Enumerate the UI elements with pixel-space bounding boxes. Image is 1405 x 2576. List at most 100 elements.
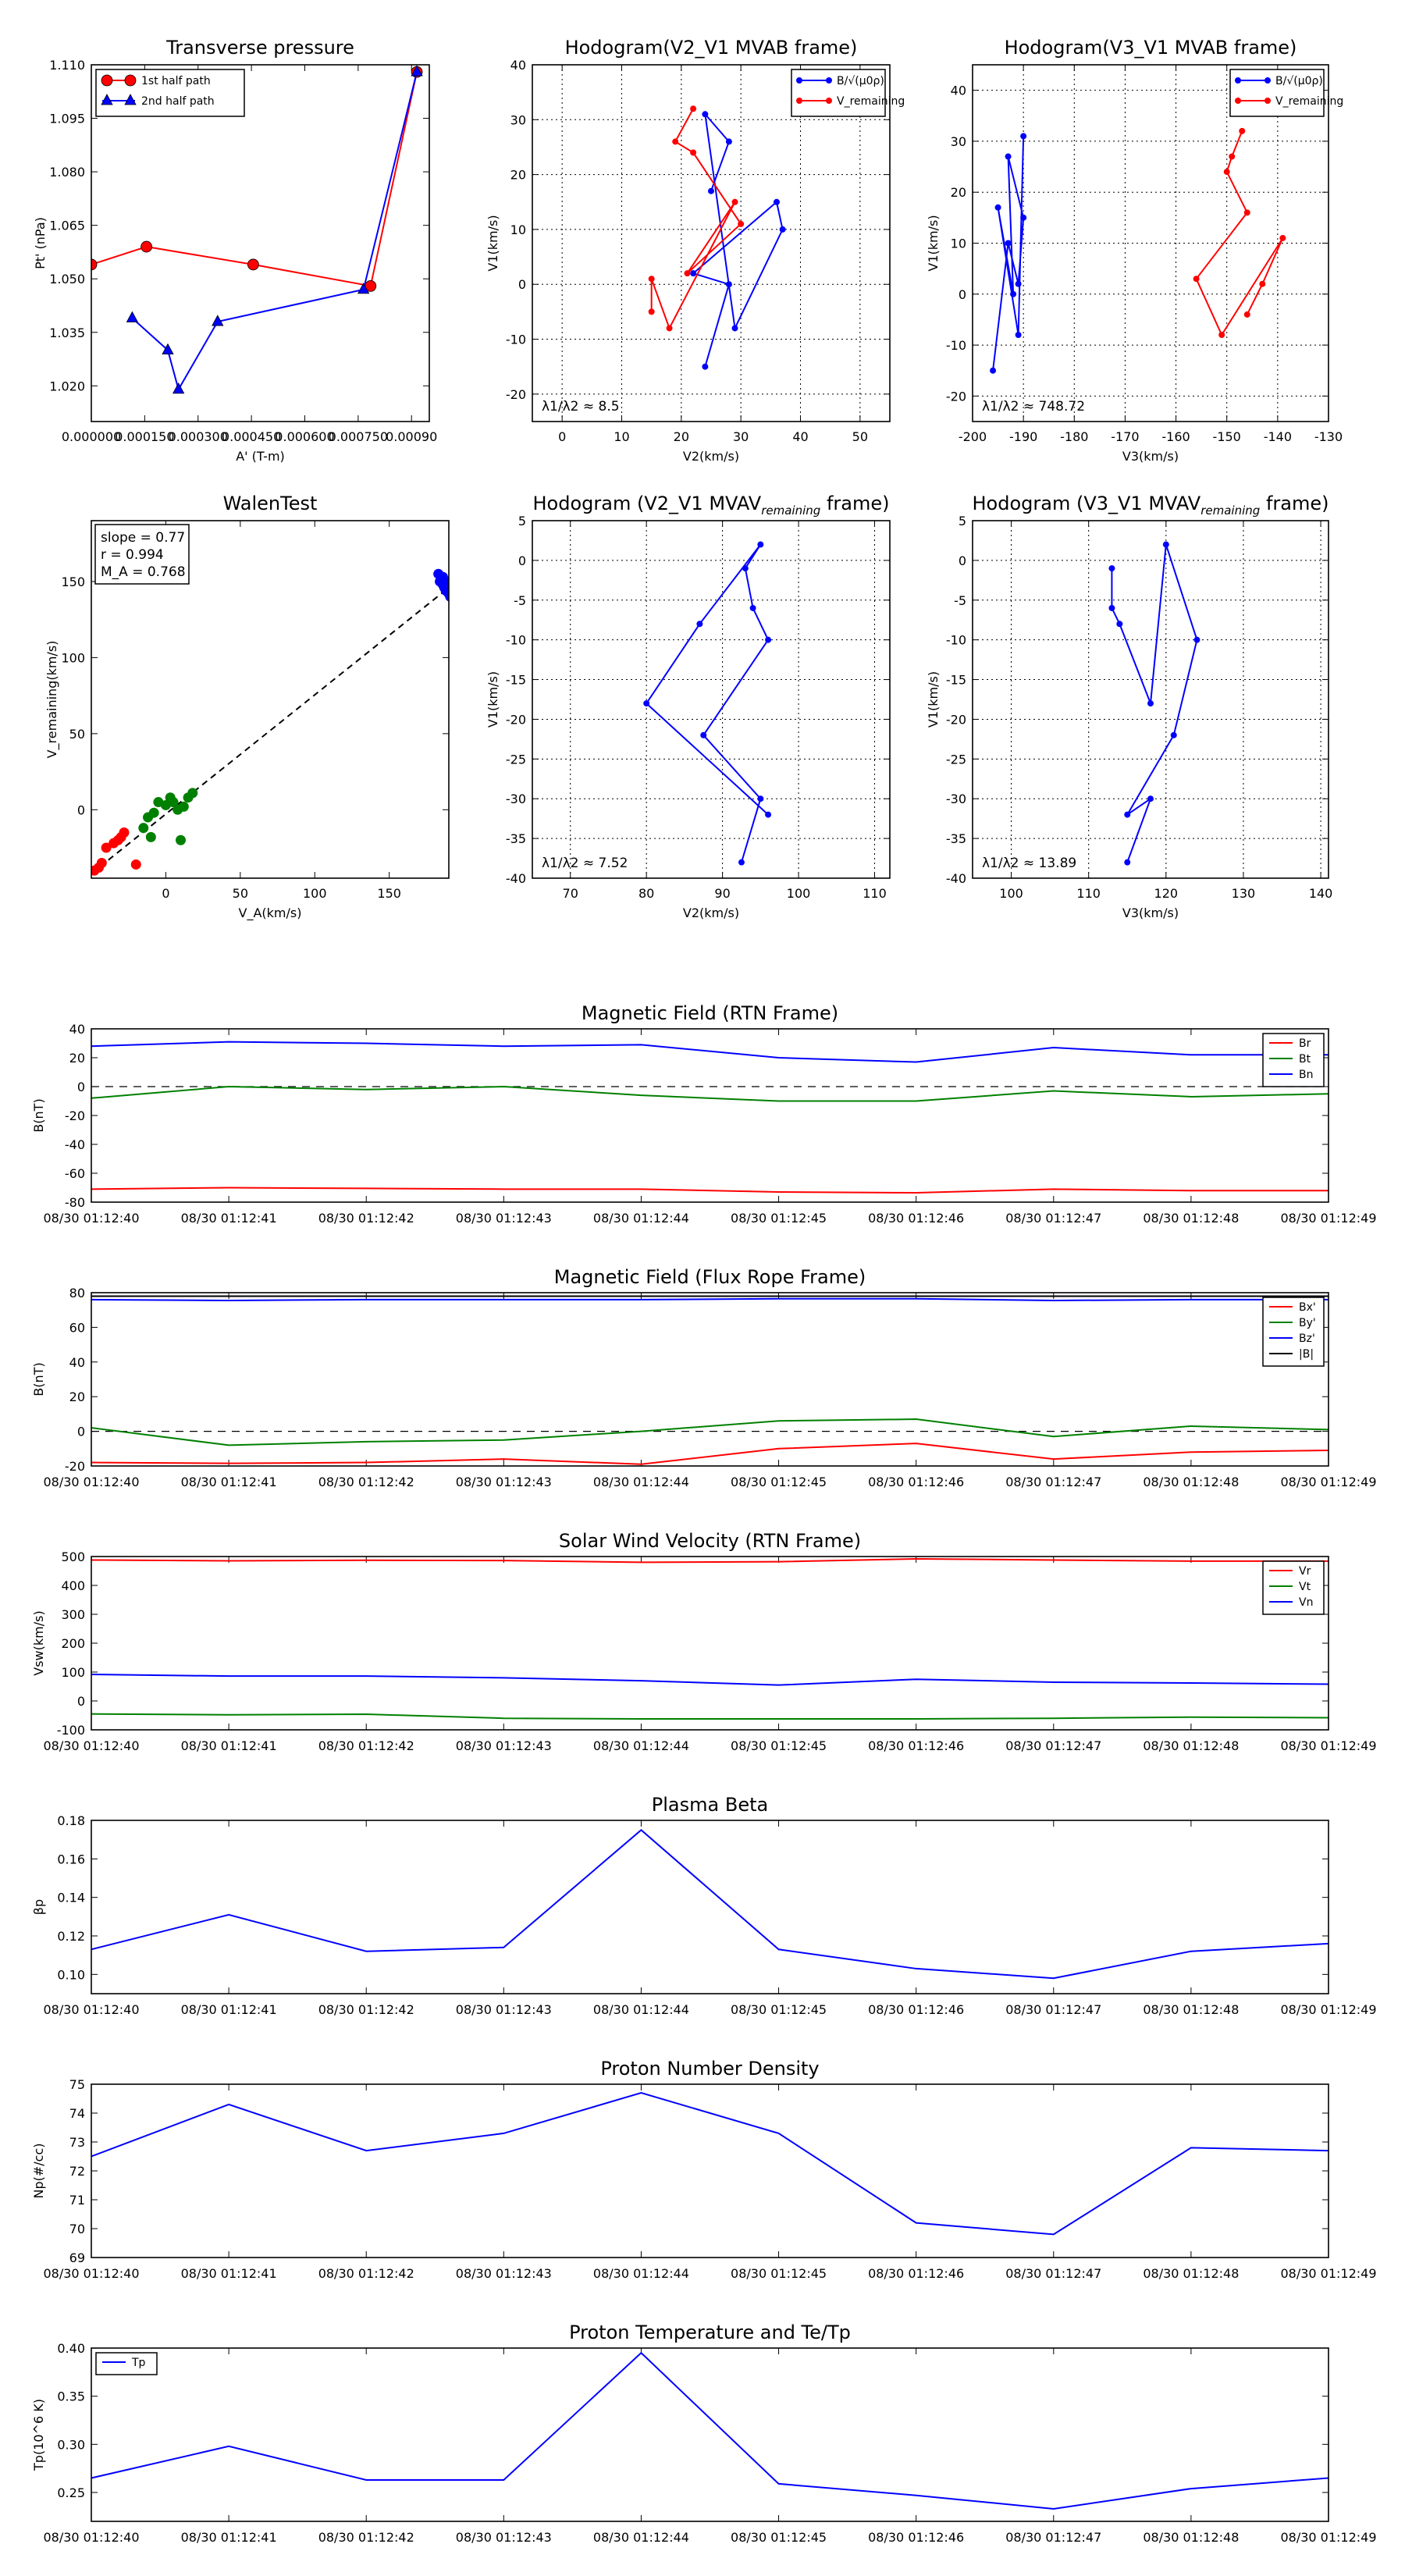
chart-title: Hodogram(V3_V1 MVAB frame) <box>1005 37 1297 59</box>
data-point <box>1108 565 1115 572</box>
data-layer <box>643 541 772 866</box>
y-tick-label: -20 <box>506 712 526 727</box>
y-tick-label: 1.035 <box>49 326 85 340</box>
plot-frame <box>91 1820 1329 1994</box>
eigenvalue-ratio-annotation: λ1/λ2 ≈ 748.72 <box>982 399 1085 415</box>
y-tick-label: -25 <box>506 752 526 767</box>
chart-title-main: Hodogram (V3_V1 MVAV <box>973 493 1201 514</box>
time-tick-label: 08/30 01:12:46 <box>868 1475 964 1489</box>
y-tick-label: -40 <box>946 871 966 886</box>
plot-frame <box>91 2083 1329 2258</box>
y-tick-label: 20 <box>510 168 526 183</box>
chart-vsw: 08/30 01:12:40 08/30 01:12:41 08/30 01:12:… <box>31 1530 1377 1753</box>
plot-frame <box>91 2347 1329 2522</box>
data-point <box>140 240 153 253</box>
legend-label: V_remaining <box>1275 95 1343 108</box>
time-tick-label: 08/30 01:12:48 <box>1143 2266 1239 2281</box>
y-tick-label: 0 <box>77 1080 85 1094</box>
chart-h4: 100 110 120 130 140 -40 -35 -30 -25 -20 -15 -10 -5 0 5… <box>926 493 1332 920</box>
x-tick-label: 140 <box>1309 886 1333 901</box>
y-tick-label: -40 <box>65 1137 85 1152</box>
scatter-point <box>445 592 449 602</box>
series-line-trace <box>645 543 770 863</box>
x-tick-label: 20 <box>674 429 689 444</box>
data-point <box>1243 311 1250 318</box>
chart-title: Proton Temperature and Te/Tp <box>569 2322 851 2343</box>
chart-h2: -200 -190 -180 -170 -160 -150 -140 -130 -20 -10 0 1… <box>926 37 1343 464</box>
scatter-point <box>145 831 156 842</box>
x-tick-label: -200 <box>959 429 987 444</box>
time-tick-label: 08/30 01:12:46 <box>868 2530 964 2545</box>
time-tick-label: 08/30 01:12:48 <box>1143 1211 1239 1226</box>
data-point <box>672 138 679 145</box>
chart-title-sub: remaining <box>1200 503 1260 518</box>
x-tick-label: 0 <box>558 429 566 444</box>
chart-mag_fr: 08/30 01:12:40 08/30 01:12:41 08/30 01:12:… <box>31 1266 1377 1489</box>
data-point <box>1162 541 1169 548</box>
series-line-Vr <box>91 1557 1329 1564</box>
data-layer <box>91 2092 1329 2236</box>
data-point <box>690 149 697 156</box>
legend-label: B/√(μ0ρ) <box>837 75 884 87</box>
y-tick-label: 20 <box>69 1389 85 1404</box>
time-tick-label: 08/30 01:12:48 <box>1143 2530 1239 2545</box>
legend-label: Bx' <box>1299 1301 1316 1314</box>
data-point <box>648 308 655 315</box>
x-tick-label: 50 <box>233 886 248 901</box>
x-axis-label: V3(km/s) <box>1122 906 1179 920</box>
plot-frame <box>91 64 430 422</box>
y-tick-label: -20 <box>65 1108 85 1123</box>
time-tick-label: 08/30 01:12:40 <box>43 1475 139 1489</box>
data-point <box>731 325 738 332</box>
y-axis-label: V1(km/s) <box>486 671 500 728</box>
y-tick-label: -30 <box>946 792 966 806</box>
series-line-Vn <box>91 1673 1329 1686</box>
scatter-point <box>130 859 141 870</box>
series-line-Bn <box>91 1041 1329 1063</box>
chart-title: WalenTest <box>223 493 318 514</box>
y-tick-label: -10 <box>946 633 966 648</box>
legend-box <box>1262 1297 1325 1367</box>
data-point <box>696 621 703 628</box>
y-tick-label: 1.065 <box>49 219 85 233</box>
x-tick-label: 0.000450 <box>222 429 281 444</box>
y-axis-label: V1(km/s) <box>926 215 941 271</box>
legend-box <box>95 2352 158 2375</box>
y-tick-label: -80 <box>65 1195 85 1210</box>
legend-label: Bz' <box>1299 1332 1315 1345</box>
y-tick-label: 1.095 <box>49 112 85 126</box>
time-tick-label: 08/30 01:12:42 <box>318 1211 414 1226</box>
data-point <box>1010 290 1017 297</box>
time-tick-label: 08/30 01:12:41 <box>181 2002 277 2017</box>
stats-line: M_A = 0.768 <box>101 564 186 580</box>
y-tick-label: 40 <box>69 1022 85 1037</box>
legend-box <box>1262 1560 1325 1615</box>
time-tick-label: 08/30 01:12:47 <box>1005 1211 1101 1226</box>
time-tick-label: 08/30 01:12:43 <box>456 2530 552 2545</box>
scatter-point <box>138 823 149 834</box>
time-tick-label: 08/30 01:12:45 <box>731 2002 827 2017</box>
data-point <box>1005 153 1012 160</box>
y-tick-label: 0.14 <box>57 1891 85 1905</box>
time-tick-label: 08/30 01:12:44 <box>593 1211 689 1226</box>
data-point <box>1218 332 1225 339</box>
chart-np: 08/30 01:12:40 08/30 01:12:41 08/30 01:12:… <box>31 2058 1377 2281</box>
legend-label: Vr <box>1299 1565 1311 1578</box>
x-tick-label: -170 <box>1111 429 1139 444</box>
scatter-point <box>178 801 189 812</box>
time-tick-label: 08/30 01:12:47 <box>1005 2530 1101 2545</box>
data-point <box>1020 133 1027 140</box>
data-point <box>738 859 745 866</box>
series-line-Bt <box>91 1085 1329 1102</box>
x-tick-label: -150 <box>1213 429 1241 444</box>
data-point <box>1147 700 1154 707</box>
scatter-point <box>176 834 186 845</box>
x-tick-label: 110 <box>863 886 887 901</box>
data-point <box>1005 240 1012 247</box>
y-axis-label: B(nT) <box>31 1362 46 1396</box>
eigenvalue-ratio-annotation: λ1/λ2 ≈ 7.52 <box>542 856 628 871</box>
y-tick-label: 70 <box>69 2222 85 2236</box>
time-tick-label: 08/30 01:12:40 <box>43 2530 139 2545</box>
legend-label: B/√(μ0ρ) <box>1275 75 1323 87</box>
x-tick-label: 30 <box>733 429 749 444</box>
